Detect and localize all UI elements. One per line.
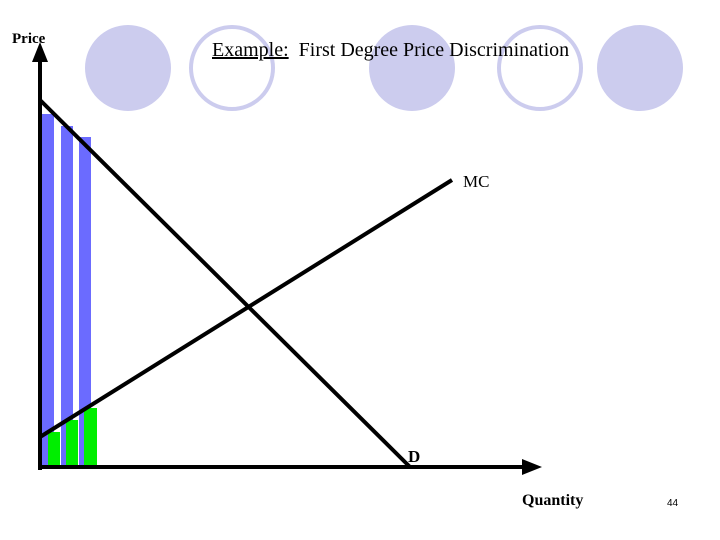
price-bars: [42, 114, 91, 467]
x-axis-arrow: [522, 459, 542, 475]
demand-curve: [38, 98, 412, 469]
mc-curve: [38, 178, 454, 439]
price-bar: [42, 114, 54, 467]
decoration: [85, 25, 683, 111]
demand-label: D: [408, 447, 420, 466]
title-label: Example:: [212, 39, 289, 61]
y-axis-arrow: [32, 42, 48, 62]
page-number: 44: [667, 498, 679, 509]
y-axis-label: Price: [12, 31, 46, 47]
circle-outline: [497, 25, 583, 111]
cost-bar: [84, 408, 97, 467]
circle-outline: [189, 25, 275, 111]
slide-title: Example: First Degree Price Discriminatio…: [212, 39, 569, 61]
title-text: First Degree Price Discrimination: [299, 39, 570, 61]
cost-bar: [66, 420, 78, 467]
cost-bar: [48, 432, 60, 467]
x-axis-label: Quantity: [522, 492, 583, 509]
price-bar: [79, 137, 91, 467]
circle-filled: [85, 25, 171, 111]
price-bar: [61, 126, 73, 467]
cost-bars: [48, 408, 97, 467]
circle-filled: [597, 25, 683, 111]
mc-label: MC: [463, 172, 489, 191]
circle-filled: [369, 25, 455, 111]
